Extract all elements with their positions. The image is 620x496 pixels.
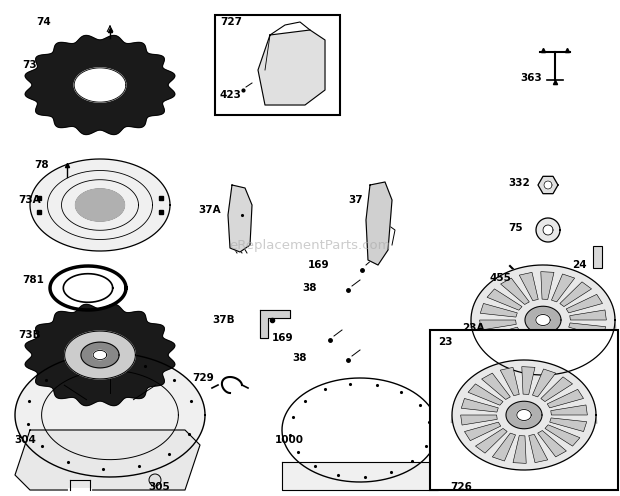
Polygon shape <box>464 422 501 440</box>
Polygon shape <box>536 314 550 325</box>
Polygon shape <box>560 282 591 307</box>
Polygon shape <box>461 415 497 425</box>
Text: 75: 75 <box>508 223 523 233</box>
Polygon shape <box>538 177 558 193</box>
Polygon shape <box>480 320 516 330</box>
Polygon shape <box>484 327 520 346</box>
Text: 423: 423 <box>220 90 242 100</box>
Polygon shape <box>64 331 135 379</box>
Text: 727: 727 <box>220 17 242 27</box>
Text: 73B: 73B <box>18 330 41 340</box>
Polygon shape <box>15 430 200 490</box>
Polygon shape <box>517 410 531 421</box>
Polygon shape <box>452 360 596 470</box>
Polygon shape <box>500 278 529 305</box>
Polygon shape <box>538 431 567 457</box>
Polygon shape <box>461 398 498 412</box>
Polygon shape <box>260 310 290 338</box>
Text: 78: 78 <box>34 160 48 170</box>
Polygon shape <box>25 305 175 406</box>
Polygon shape <box>566 294 603 313</box>
Bar <box>430 330 618 490</box>
Text: 23: 23 <box>438 337 453 347</box>
Polygon shape <box>547 389 583 408</box>
Text: 1000: 1000 <box>275 435 304 445</box>
Text: 74: 74 <box>36 17 51 27</box>
Polygon shape <box>557 335 585 362</box>
Polygon shape <box>551 274 575 302</box>
Polygon shape <box>471 265 615 375</box>
Polygon shape <box>25 36 175 134</box>
Polygon shape <box>550 418 587 432</box>
Bar <box>215 15 340 115</box>
Polygon shape <box>536 218 560 242</box>
Polygon shape <box>543 225 553 235</box>
Polygon shape <box>74 68 126 102</box>
Text: 37A: 37A <box>198 205 221 215</box>
Polygon shape <box>506 401 542 429</box>
Text: eReplacementParts.com: eReplacementParts.com <box>229 239 391 251</box>
Polygon shape <box>482 373 510 399</box>
Bar <box>593 246 602 268</box>
Polygon shape <box>522 367 535 394</box>
Polygon shape <box>569 323 606 337</box>
Text: 305: 305 <box>148 482 170 492</box>
Polygon shape <box>487 289 522 310</box>
Polygon shape <box>480 304 517 317</box>
Text: 169: 169 <box>272 333 294 343</box>
Text: 73A: 73A <box>18 195 41 205</box>
Text: 781: 781 <box>22 275 44 285</box>
Circle shape <box>149 474 161 486</box>
Text: 304: 304 <box>14 435 36 445</box>
Polygon shape <box>30 159 170 251</box>
Polygon shape <box>564 330 599 351</box>
Polygon shape <box>510 270 560 293</box>
Text: 169: 169 <box>308 260 330 270</box>
Polygon shape <box>529 434 547 463</box>
Polygon shape <box>476 429 507 453</box>
Polygon shape <box>547 339 567 368</box>
Polygon shape <box>545 425 580 446</box>
Text: 37B: 37B <box>212 315 234 325</box>
Polygon shape <box>495 333 526 358</box>
Polygon shape <box>282 462 438 490</box>
Text: 726: 726 <box>450 482 472 492</box>
Text: 73: 73 <box>22 60 37 70</box>
Text: 332: 332 <box>508 178 529 188</box>
Polygon shape <box>570 310 606 320</box>
Polygon shape <box>93 350 107 360</box>
Text: 38: 38 <box>302 283 316 293</box>
Text: 37: 37 <box>348 195 363 205</box>
Polygon shape <box>492 433 516 461</box>
Polygon shape <box>76 189 125 221</box>
Polygon shape <box>541 272 554 300</box>
Polygon shape <box>468 384 503 405</box>
Polygon shape <box>551 405 587 415</box>
Polygon shape <box>500 368 519 396</box>
Text: 23A: 23A <box>462 323 484 333</box>
Polygon shape <box>533 369 556 397</box>
Polygon shape <box>81 342 119 368</box>
Text: 729: 729 <box>192 373 214 383</box>
Polygon shape <box>258 30 325 105</box>
Polygon shape <box>525 306 561 334</box>
Text: 24: 24 <box>572 260 587 270</box>
Text: 455: 455 <box>490 273 512 283</box>
Text: 363: 363 <box>520 73 542 83</box>
Polygon shape <box>544 181 552 189</box>
Polygon shape <box>513 435 526 463</box>
Polygon shape <box>541 377 572 402</box>
Polygon shape <box>532 341 545 369</box>
Polygon shape <box>512 338 534 366</box>
Polygon shape <box>366 182 392 265</box>
Polygon shape <box>520 272 538 301</box>
Polygon shape <box>15 353 205 477</box>
Polygon shape <box>228 185 252 252</box>
Text: 38: 38 <box>292 353 306 363</box>
